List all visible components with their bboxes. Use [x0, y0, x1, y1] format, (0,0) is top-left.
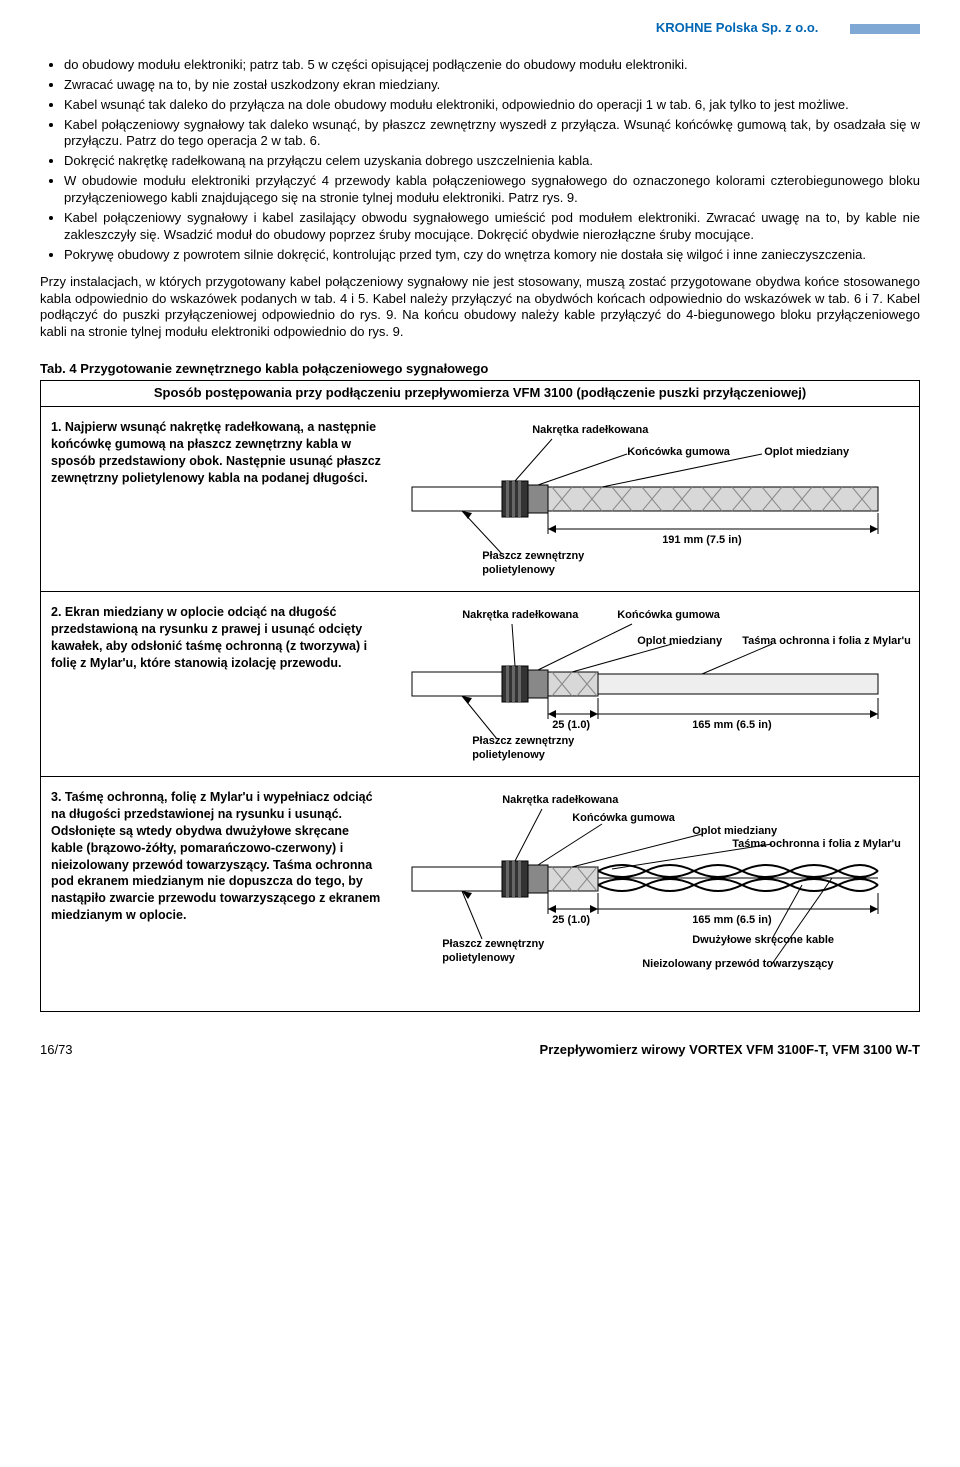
bullet-item: Zwracać uwagę na to, by nie został uszko… — [64, 77, 920, 94]
page-header: KROHNE Polska Sp. z o.o. — [40, 20, 920, 37]
cable-diagram-1 — [402, 419, 902, 579]
label-braid: Oplot miedziany — [764, 445, 849, 459]
bullet-item: Kabel połączeniowy sygnałowy i kabel zas… — [64, 210, 920, 244]
table-title: Sposób postępowania przy podłączeniu prz… — [41, 381, 919, 407]
step-text: 3. Taśmę ochronną, folię z Mylar'u i wyp… — [41, 777, 392, 1011]
step-figure: Nakrętka radełkowana Końcówka gumowa Opl… — [392, 592, 919, 776]
bullet-item: W obudowie modułu elektroniki przyłączyć… — [64, 173, 920, 207]
table-row: 1. Najpierw wsunąć nakrętkę radełkowaną,… — [41, 407, 919, 592]
step-text: 1. Najpierw wsunąć nakrętkę radełkowaną,… — [41, 407, 392, 591]
bullet-item: do obudowy modułu elektroniki; patrz tab… — [64, 57, 920, 74]
label-grommet: Końcówka gumowa — [627, 445, 730, 459]
label-dim1: 25 (1.0) — [552, 718, 590, 732]
bullet-item: Kabel wsunąć tak daleko do przyłącza na … — [64, 97, 920, 114]
bullet-item: Pokrywę obudowy z powrotem silnie dokręc… — [64, 247, 920, 264]
label-drain: Nieizolowany przewód towarzyszący — [642, 957, 833, 971]
label-nut: Nakrętka radełkowana — [532, 423, 648, 437]
label-nut: Nakrętka radełkowana — [462, 608, 578, 622]
label-nut: Nakrętka radełkowana — [502, 793, 618, 807]
label-dim1: 25 (1.0) — [552, 913, 590, 927]
step-text: 2. Ekran miedziany w oplocie odciąć na d… — [41, 592, 392, 776]
label-grommet: Końcówka gumowa — [617, 608, 720, 622]
table-4: Sposób postępowania przy podłączeniu prz… — [40, 380, 920, 1012]
label-dim: 191 mm (7.5 in) — [662, 533, 741, 547]
table-heading: Tab. 4 Przygotowanie zewnętrznego kabla … — [40, 361, 920, 378]
body-paragraph: Przy instalacjach, w których przygotowan… — [40, 274, 920, 342]
label-jacket: Płaszcz zewnętrzny polietylenowy — [472, 734, 592, 763]
step-figure: Nakrętka radełkowana Końcówka gumowa Opl… — [392, 407, 919, 591]
bullet-list: do obudowy modułu elektroniki; patrz tab… — [40, 57, 920, 264]
table-row: 2. Ekran miedziany w oplocie odciąć na d… — [41, 592, 919, 777]
footer-title: Przepływomierz wirowy VORTEX VFM 3100F-T… — [540, 1042, 920, 1059]
bullet-item: Kabel połączeniowy sygnałowy tak daleko … — [64, 117, 920, 151]
company-name: KROHNE Polska Sp. z o.o. — [656, 20, 839, 37]
label-jacket: Płaszcz zewnętrzny polietylenowy — [442, 937, 562, 966]
step-figure: Nakrętka radełkowana Końcówka gumowa Opl… — [392, 777, 919, 1011]
label-twisted: Dwużyłowe skręcone kable — [692, 933, 834, 947]
bullet-item: Dokręcić nakrętkę radełkowaną na przyłąc… — [64, 153, 920, 170]
label-grommet: Końcówka gumowa — [572, 811, 675, 825]
page-number: 16/73 — [40, 1042, 73, 1059]
label-mylar: Taśma ochronna i folia z Mylar'u — [732, 837, 912, 851]
label-mylar: Taśma ochronna i folia z Mylar'u — [742, 634, 912, 648]
label-braid: Oplot miedziany — [637, 634, 722, 648]
label-dim2: 165 mm (6.5 in) — [692, 913, 771, 927]
label-jacket: Płaszcz zewnętrzny polietylenowy — [482, 549, 602, 578]
header-accent-bar — [850, 24, 920, 34]
page-footer: 16/73 Przepływomierz wirowy VORTEX VFM 3… — [40, 1042, 920, 1059]
table-row: 3. Taśmę ochronną, folię z Mylar'u i wyp… — [41, 777, 919, 1011]
label-dim2: 165 mm (6.5 in) — [692, 718, 771, 732]
